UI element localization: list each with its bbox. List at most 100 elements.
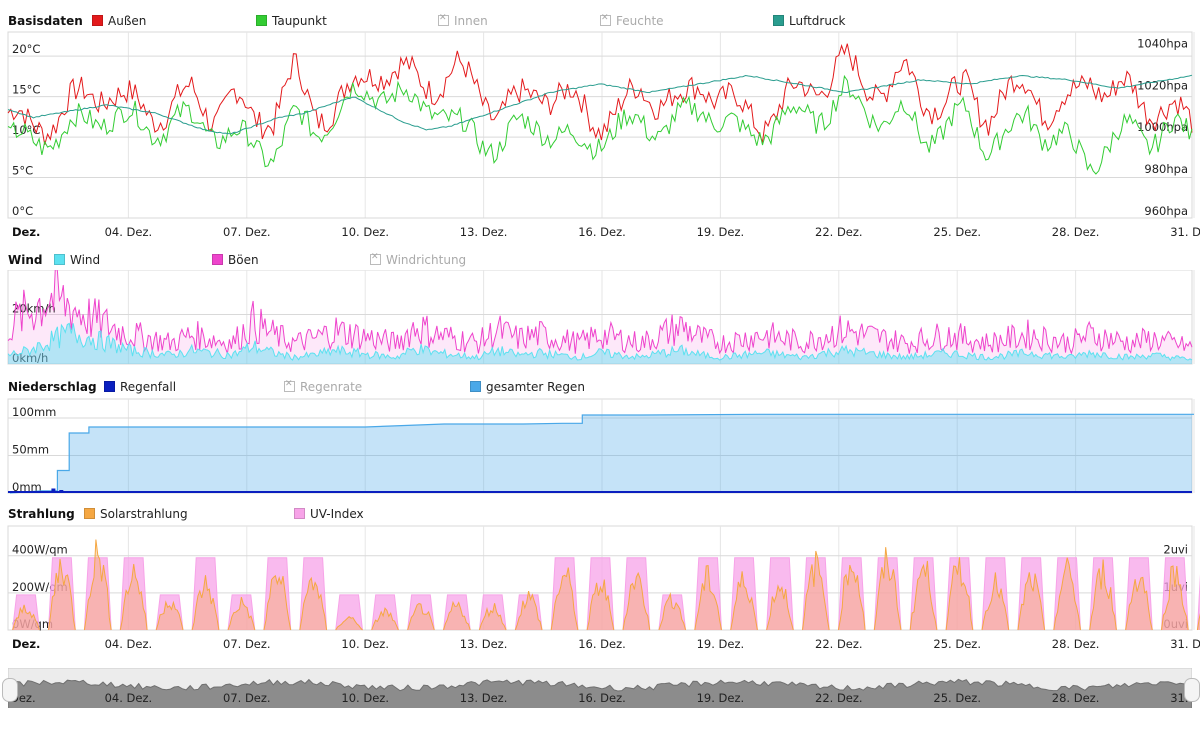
panel-title-strahlung: Strahlung [8,507,75,521]
swatch-regenfall [104,381,115,392]
wind-y-tick-label: 0km/h [12,351,48,365]
solarstrahlung-peak [586,579,615,631]
legend-item-aussen[interactable]: Außen [92,14,146,28]
solar-x-tick-label: 19. Dez. [697,637,745,651]
time-navigator[interactable]: Dez. 04. Dez. 07. Dez. 10. Dez. 13. Dez. 16. … [2,668,1200,708]
regenfall-bar [994,492,999,493]
basis-x-tick-label: 25. Dez. [933,225,981,239]
legend-label-solarstrahlung: Solarstrahlung [100,507,188,521]
navigator-x-tick-label: 19. Dez. [697,691,745,705]
series-line-außen [7,43,1193,145]
solarstrahlung-peak [837,564,866,631]
legend-label-innen: Innen [454,14,488,28]
solar-x-tick-label: 31. Dez. [1170,637,1200,651]
series-line-gesamter-regen [9,413,1194,494]
solarstrahlung-peak [407,602,435,631]
legend-item-feuchte[interactable]: Feuchte [600,13,664,28]
swatch-gesamter-regen [470,381,481,392]
swatch-aussen [92,15,103,26]
swatch-regenrate-disabled-icon [284,379,295,392]
basis-y-right-tick-label: 960hpa [1144,204,1188,218]
legend-item-taupunkt[interactable]: Taupunkt [256,14,327,28]
uv-index-peak [1089,557,1117,631]
solarstrahlung-peak [335,616,363,631]
uv-index-peak [119,557,148,631]
regenfall-bar [43,491,48,493]
solarstrahlung-peak [766,584,794,631]
chart-wind[interactable]: 0km/h20km/h [0,270,1200,370]
basis-y-left-tick-label: 15°C [12,83,40,97]
legend-item-wind[interactable]: Wind [54,253,100,267]
uv-index-peak [407,594,435,631]
solarstrahlung-peak [730,571,758,631]
uv-index-peak [730,557,758,631]
legend-item-windrichtung[interactable]: Windrichtung [370,252,467,267]
basis-x-tick-label: Dez. [12,225,40,239]
swatch-taupunkt [256,15,267,26]
swatch-feuchte-disabled-icon [600,13,611,26]
basis-y-left-tick-label: 0°C [12,204,33,218]
solarstrahlung-peak [981,572,1010,631]
legend-strahlung: Strahlung Solarstrahlung UV-Index [8,507,1192,523]
uv-index-peak [263,557,292,631]
navigator-x-tick-label: 22. Dez. [815,691,863,705]
solarstrahlung-peak [694,565,722,631]
basis-x-tick-label: 10. Dez. [341,225,389,239]
legend-item-solarstrahlung[interactable]: Solarstrahlung [84,507,188,521]
uv-index-peak [766,557,794,631]
legend-item-regenfall[interactable]: Regenfall [104,380,176,394]
legend-label-boeen: Böen [228,253,259,267]
legend-item-boeen[interactable]: Böen [212,253,259,267]
solarstrahlung-peak [658,592,687,631]
basis-x-tick-label: 13. Dez. [460,225,508,239]
swatch-luftdruck [773,15,784,26]
basis-x-tick-label: 19. Dez. [697,225,745,239]
panel-title-niederschlag: Niederschlag [8,380,97,394]
uv-index-peak [694,557,722,631]
legend-label-windrichtung: Windrichtung [386,253,467,267]
navigator-left-handle[interactable] [2,678,18,702]
solarstrahlung-peak [1053,557,1081,631]
legend-item-gesamter-regen[interactable]: gesamter Regen [470,380,585,394]
uv-index-peak [191,557,220,631]
uv-index-peak [909,557,938,631]
navigator-right-handle[interactable] [1184,678,1200,702]
solarstrahlung-peak [1017,572,1046,631]
navigator-x-tick-label: 07. Dez. [223,691,271,705]
navigator-x-tick-label: 13. Dez. [460,691,508,705]
basis-plot-area [7,31,1193,219]
solarstrahlung-peak [873,547,902,631]
swatch-solarstrahlung [84,508,95,519]
uv-index-peak [371,594,399,631]
uv-index-peak [335,594,363,631]
series-line-boeen [7,270,1193,355]
swatch-wind [54,254,65,265]
legend-label-gesamter-regen: gesamter Regen [486,380,585,394]
legend-basisdaten: Basisdaten Außen Taupunkt Innen Feuchte … [8,13,1192,30]
uv-index-peak [1017,557,1046,631]
basis-x-tick-label: 31. Dez. [1170,225,1200,239]
chart-niederschlag[interactable]: 0mm 50mm 100mm [0,397,1200,497]
basis-x-tick-label: 16. Dez. [578,225,626,239]
navigator-x-tick-label: 25. Dez. [933,691,981,705]
solarstrahlung-peak [299,576,328,631]
legend-item-luftdruck[interactable]: Luftdruck [773,14,846,28]
basis-x-tick-label: 28. Dez. [1052,225,1100,239]
solarstrahlung-peak [802,550,830,631]
basis-y-left-tick-label: 5°C [12,164,33,178]
rain-y-tick-label: 0mm [12,480,42,494]
legend-label-wind: Wind [70,253,101,267]
uv-index-peak [299,557,328,631]
solarstrahlung-peak [371,607,399,631]
solar-x-tick-label: 13. Dez. [460,637,508,651]
solarstrahlung-peak [155,600,184,631]
legend-item-regenrate[interactable]: Regenrate [284,379,362,394]
chart-basisdaten[interactable]: 0°C5°C10°C15°C20°C960hpa980hpa1000hpa102… [0,30,1200,245]
legend-item-innen[interactable]: Innen [438,13,488,28]
solarstrahlung-peak [945,557,974,631]
uv-index-peak [443,594,471,631]
uv-index-peak [981,557,1010,631]
series-area-gesamter-regen [8,414,1194,493]
legend-item-uv-index[interactable]: UV-Index [294,507,364,521]
